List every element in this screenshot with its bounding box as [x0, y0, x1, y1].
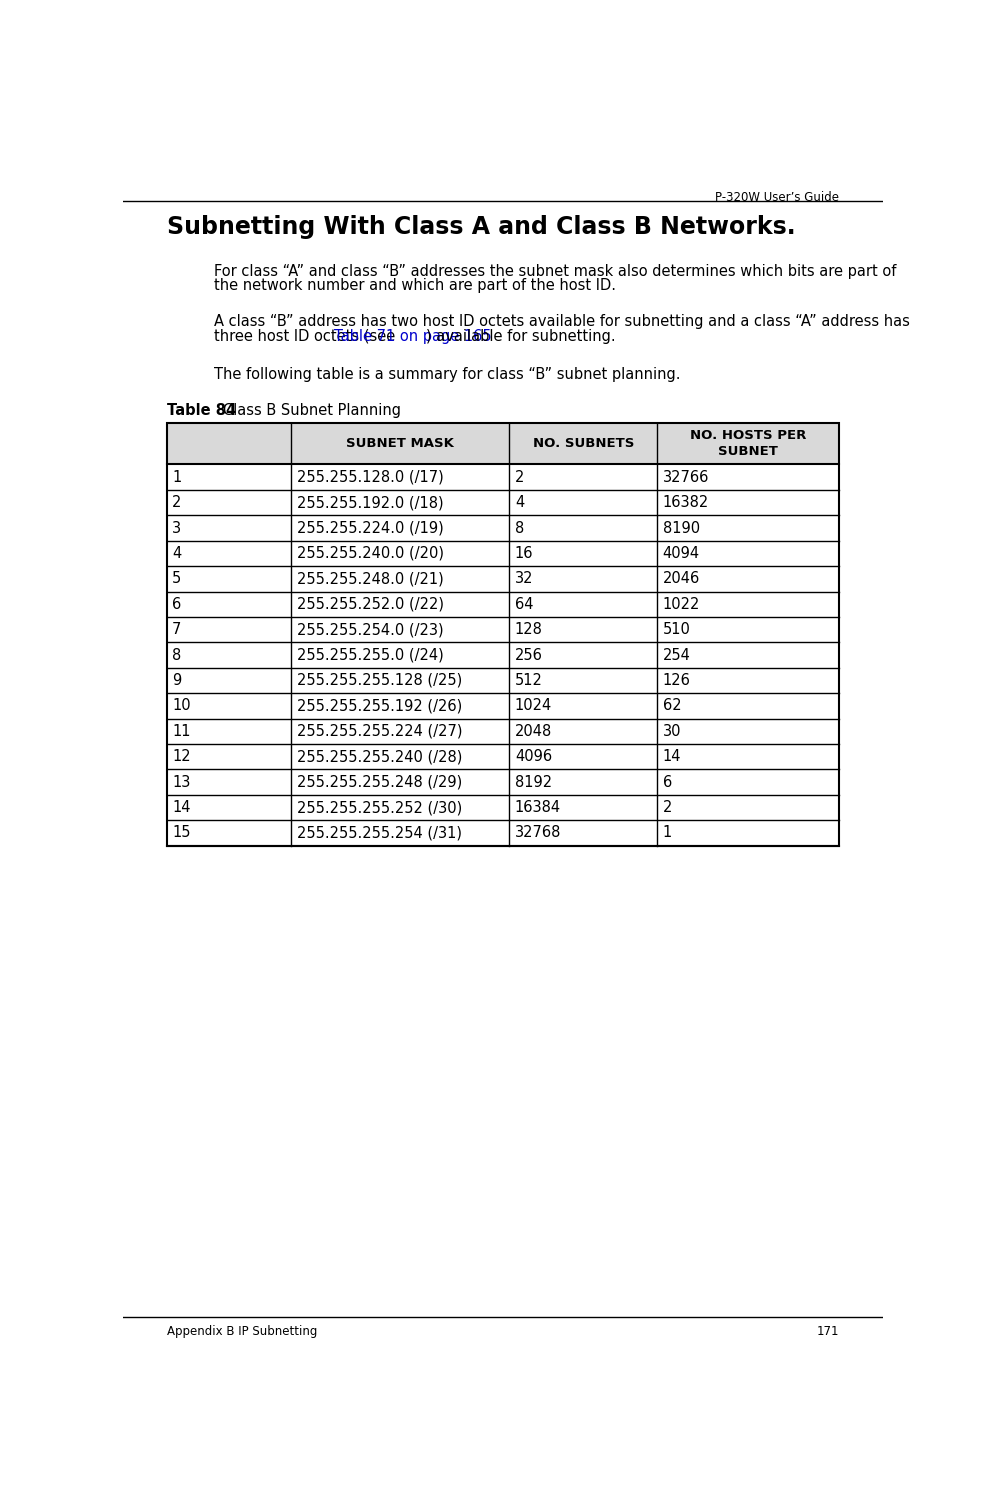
Text: Class B Subnet Planning: Class B Subnet Planning: [209, 403, 401, 418]
Text: 8190: 8190: [663, 520, 699, 535]
Text: Table 71 on page 165: Table 71 on page 165: [334, 329, 491, 344]
Text: The following table is a summary for class “B” subnet planning.: The following table is a summary for cla…: [214, 367, 681, 382]
Text: 255.255.255.128 (/25): 255.255.255.128 (/25): [296, 673, 462, 688]
Text: 3: 3: [173, 520, 181, 535]
Bar: [167, 422, 839, 846]
Text: A class “B” address has two host ID octets available for subnetting and a class : A class “B” address has two host ID octe…: [214, 314, 910, 329]
Text: 2: 2: [663, 800, 672, 815]
Text: 1024: 1024: [515, 699, 552, 714]
Bar: [167, 592, 839, 616]
Text: ) available for subnetting.: ) available for subnetting.: [426, 329, 616, 344]
Text: 8192: 8192: [515, 774, 552, 789]
Text: NO. HOSTS PER
SUBNET: NO. HOSTS PER SUBNET: [690, 430, 806, 458]
Text: NO. SUBNETS: NO. SUBNETS: [533, 437, 634, 451]
Text: Table 84: Table 84: [167, 403, 235, 418]
Text: Subnetting With Class A and Class B Networks.: Subnetting With Class A and Class B Netw…: [167, 215, 796, 239]
Text: 1022: 1022: [663, 597, 700, 612]
Text: 255.255.128.0 (/17): 255.255.128.0 (/17): [296, 470, 443, 484]
Text: the network number and which are part of the host ID.: the network number and which are part of…: [214, 278, 616, 293]
Text: 6: 6: [173, 597, 181, 612]
Text: 255.255.255.252 (/30): 255.255.255.252 (/30): [296, 800, 462, 815]
Text: 255.255.255.248 (/29): 255.255.255.248 (/29): [296, 774, 462, 789]
Bar: [167, 821, 839, 846]
Text: Appendix B IP Subnetting: Appendix B IP Subnetting: [167, 1324, 317, 1338]
Bar: [167, 567, 839, 592]
Text: 4: 4: [173, 546, 181, 561]
Text: SUBNET MASK: SUBNET MASK: [346, 437, 454, 451]
Text: 11: 11: [173, 724, 190, 739]
Bar: [167, 464, 839, 490]
Text: 64: 64: [515, 597, 534, 612]
Bar: [167, 744, 839, 770]
Bar: [167, 516, 839, 541]
Bar: [167, 422, 839, 464]
Text: 2: 2: [173, 494, 181, 510]
Text: 126: 126: [663, 673, 691, 688]
Text: 2048: 2048: [515, 724, 552, 739]
Text: 2046: 2046: [663, 571, 700, 586]
Text: P-320W User’s Guide: P-320W User’s Guide: [715, 191, 839, 204]
Text: 5: 5: [173, 571, 181, 586]
Bar: [167, 770, 839, 795]
Text: 8: 8: [515, 520, 524, 535]
Text: 10: 10: [173, 699, 191, 714]
Bar: [167, 693, 839, 718]
Text: 255.255.255.192 (/26): 255.255.255.192 (/26): [296, 699, 462, 714]
Text: 4: 4: [515, 494, 524, 510]
Text: 7: 7: [173, 622, 181, 637]
Text: 32768: 32768: [515, 825, 561, 840]
Text: 255.255.224.0 (/19): 255.255.224.0 (/19): [296, 520, 443, 535]
Bar: [167, 642, 839, 667]
Text: 255.255.192.0 (/18): 255.255.192.0 (/18): [296, 494, 443, 510]
Text: 255.255.255.224 (/27): 255.255.255.224 (/27): [296, 724, 462, 739]
Text: 15: 15: [173, 825, 190, 840]
Text: 4094: 4094: [663, 546, 699, 561]
Text: 6: 6: [663, 774, 672, 789]
Text: 171: 171: [816, 1324, 839, 1338]
Text: 512: 512: [515, 673, 542, 688]
Text: 128: 128: [515, 622, 542, 637]
Text: For class “A” and class “B” addresses the subnet mask also determines which bits: For class “A” and class “B” addresses th…: [214, 263, 897, 278]
Bar: [167, 616, 839, 642]
Text: 255.255.255.240 (/28): 255.255.255.240 (/28): [296, 748, 462, 764]
Text: 255.255.248.0 (/21): 255.255.248.0 (/21): [296, 571, 443, 586]
Bar: [167, 718, 839, 744]
Text: 62: 62: [663, 699, 682, 714]
Text: 510: 510: [663, 622, 691, 637]
Text: three host ID octets (see: three host ID octets (see: [214, 329, 400, 344]
Text: 32766: 32766: [663, 470, 709, 484]
Text: 16: 16: [515, 546, 534, 561]
Text: 1: 1: [173, 470, 181, 484]
Text: 16384: 16384: [515, 800, 561, 815]
Text: 255.255.254.0 (/23): 255.255.254.0 (/23): [296, 622, 443, 637]
Bar: [167, 795, 839, 821]
Text: 30: 30: [663, 724, 681, 739]
Text: 13: 13: [173, 774, 190, 789]
Text: 32: 32: [515, 571, 534, 586]
Text: 254: 254: [663, 648, 691, 663]
Text: 255.255.255.254 (/31): 255.255.255.254 (/31): [296, 825, 461, 840]
Text: 255.255.255.0 (/24): 255.255.255.0 (/24): [296, 648, 443, 663]
Text: 8: 8: [173, 648, 181, 663]
Text: 14: 14: [173, 800, 190, 815]
Text: 256: 256: [515, 648, 542, 663]
Text: 16382: 16382: [663, 494, 709, 510]
Text: 1: 1: [663, 825, 672, 840]
Bar: [167, 541, 839, 567]
Text: 2: 2: [515, 470, 524, 484]
Text: 12: 12: [173, 748, 191, 764]
Bar: [167, 490, 839, 516]
Bar: [167, 667, 839, 693]
Text: 4096: 4096: [515, 748, 552, 764]
Text: 14: 14: [663, 748, 681, 764]
Text: 9: 9: [173, 673, 181, 688]
Text: 255.255.252.0 (/22): 255.255.252.0 (/22): [296, 597, 443, 612]
Text: 255.255.240.0 (/20): 255.255.240.0 (/20): [296, 546, 443, 561]
